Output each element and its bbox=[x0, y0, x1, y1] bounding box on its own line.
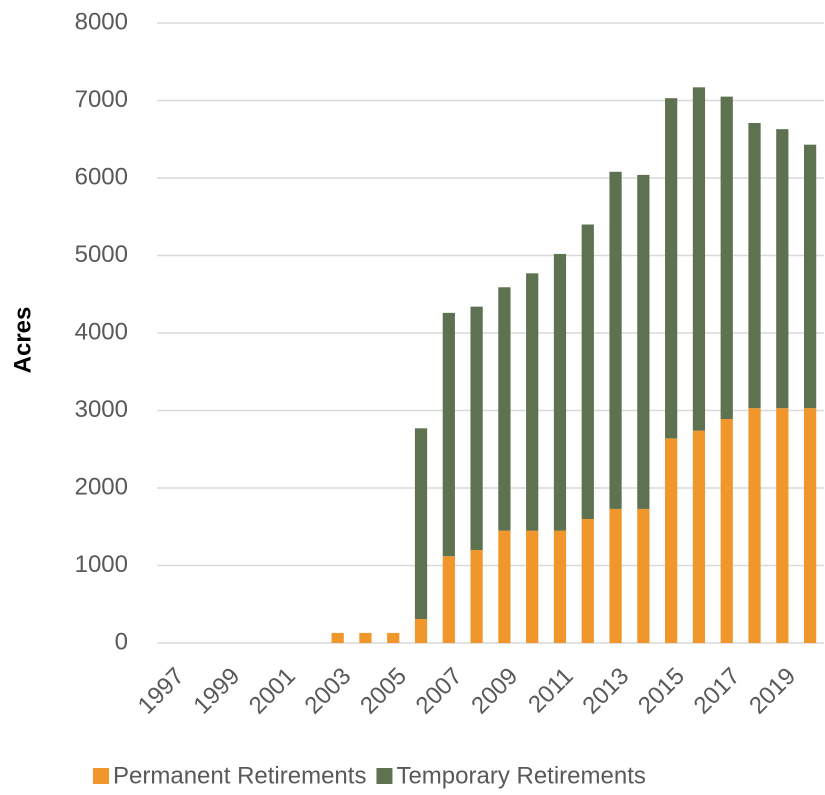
bar-segment bbox=[609, 508, 622, 643]
bar-segment bbox=[331, 632, 344, 643]
bar-segment bbox=[748, 122, 761, 409]
bar-segment bbox=[776, 129, 789, 409]
bar-segment bbox=[414, 428, 428, 619]
x-tick-label: 1999 bbox=[188, 663, 245, 720]
x-tick-label: 2017 bbox=[689, 663, 746, 720]
bar-segment bbox=[553, 253, 567, 531]
y-tick-label: 4000 bbox=[75, 318, 128, 345]
y-tick-label: 1000 bbox=[75, 551, 128, 578]
x-tick-label: 2003 bbox=[300, 663, 357, 720]
bar-segment bbox=[665, 98, 678, 439]
y-axis-label: Acres bbox=[9, 307, 36, 374]
bar-segment bbox=[665, 438, 678, 643]
x-tick-label: 2007 bbox=[411, 663, 468, 720]
legend-swatch bbox=[376, 768, 393, 784]
bar-segment bbox=[359, 632, 372, 643]
bar-segment bbox=[498, 287, 511, 531]
x-tick-label: 2011 bbox=[523, 663, 579, 719]
bar-segment bbox=[803, 144, 817, 409]
bar-segment bbox=[692, 430, 706, 643]
bar-segment bbox=[692, 87, 706, 431]
y-tick-label: 7000 bbox=[75, 86, 128, 113]
bar-segment bbox=[442, 556, 455, 643]
x-tick-label: 2015 bbox=[633, 663, 690, 720]
bar-segment bbox=[553, 530, 567, 643]
x-tick-label: 2005 bbox=[355, 663, 412, 720]
bar-segment bbox=[442, 312, 455, 557]
y-tick-label: 6000 bbox=[75, 163, 128, 190]
y-tick-label: 5000 bbox=[75, 241, 128, 268]
x-tick-label: 2019 bbox=[744, 663, 801, 720]
bar-segment bbox=[637, 508, 650, 643]
bar-segment bbox=[387, 632, 400, 643]
bar-segment bbox=[470, 550, 483, 643]
bar-segment bbox=[498, 530, 511, 643]
x-tick-label: 2009 bbox=[466, 663, 523, 720]
legend-label: Temporary Retirements bbox=[396, 762, 645, 789]
bar-segment bbox=[526, 273, 539, 531]
y-tick-label: 0 bbox=[115, 628, 128, 655]
x-tick-label: 2001 bbox=[244, 663, 301, 720]
x-tick-label: 2013 bbox=[577, 663, 634, 720]
bar-segment bbox=[776, 408, 789, 643]
bar-segment bbox=[748, 408, 761, 643]
legend-label: Permanent Retirements bbox=[113, 762, 366, 789]
bar-segment bbox=[581, 519, 594, 643]
bar-segment bbox=[720, 419, 733, 643]
bar-segment bbox=[803, 408, 817, 643]
bar-segment bbox=[720, 96, 733, 420]
x-tick-label: 1997 bbox=[133, 663, 190, 720]
y-tick-label: 2000 bbox=[75, 473, 128, 500]
bar-segment bbox=[414, 618, 428, 643]
y-tick-label: 3000 bbox=[75, 396, 128, 423]
bar-segment bbox=[470, 306, 483, 550]
bar-segment bbox=[526, 530, 539, 643]
legend-swatch bbox=[93, 768, 109, 784]
bar-segment bbox=[581, 224, 594, 519]
bar-segment bbox=[637, 174, 650, 509]
bar-segment bbox=[609, 171, 622, 509]
y-tick-label: 8000 bbox=[75, 8, 128, 35]
